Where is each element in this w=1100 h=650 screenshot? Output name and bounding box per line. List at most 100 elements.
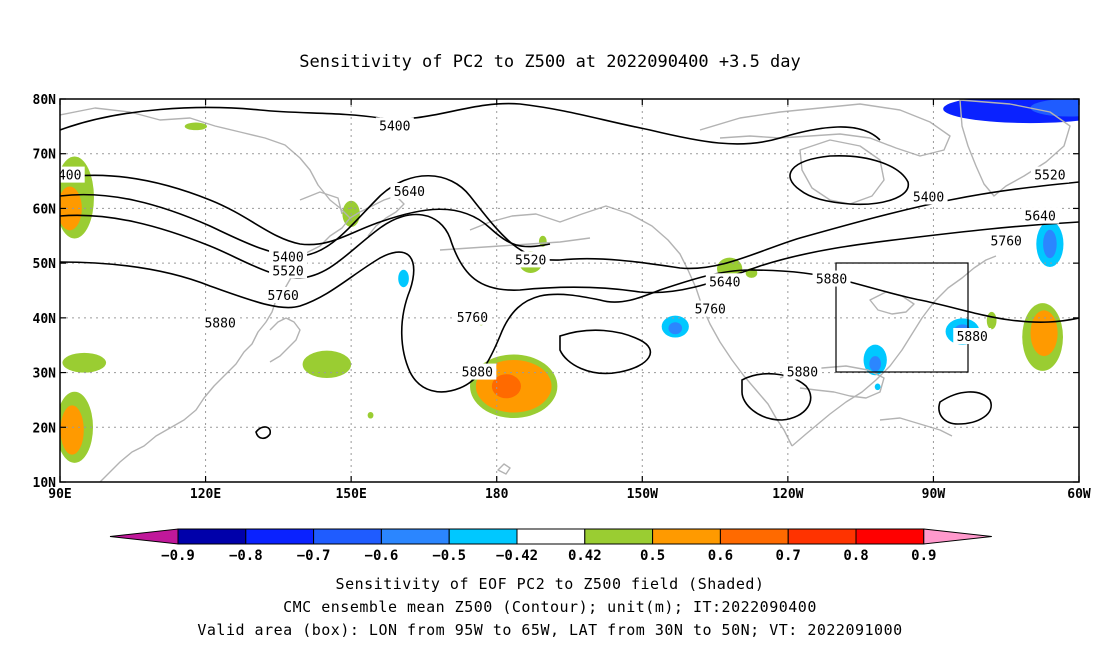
hawaii-islands: [497, 463, 511, 475]
colorbar-label: −0.5: [432, 548, 466, 564]
lon-tick-label: 150E: [335, 487, 366, 502]
colorbar-label: −0.7: [297, 548, 331, 564]
contour-label-bg: [953, 328, 992, 345]
contour-label-bg: [269, 248, 308, 265]
colorbar-swatch: [652, 528, 721, 545]
north-america-west-coast: [469, 205, 793, 447]
caption-line-1: Sensitivity of EOF PC2 to Z500 field (Sh…: [336, 575, 765, 593]
contour-label: 5400: [272, 251, 303, 266]
axis-ticks: [59, 98, 1080, 483]
hudson-bay: [799, 139, 885, 205]
lat-tick-label: 60N: [33, 202, 57, 217]
north-america-east-coast: [791, 255, 997, 447]
contour-label-bg: [201, 314, 240, 331]
lon-tick-label: 120E: [190, 487, 221, 502]
lon-tick-label: 90W: [922, 487, 946, 502]
colorbar-swatch: [448, 528, 518, 545]
colorbar-label: −0.42: [496, 548, 538, 564]
shading-blob: [398, 269, 409, 288]
colorbar-label: −0.9: [161, 548, 195, 564]
caribbean-islands: [879, 417, 953, 437]
z500-contours: [60, 102, 1079, 440]
contour-label: 5880: [462, 366, 493, 381]
contour-5880-seus: [741, 372, 812, 421]
contour-label: 400: [58, 169, 81, 184]
colorbar-label: 0.42: [568, 548, 602, 564]
contour-label: 5400: [379, 119, 410, 134]
colorbar-label: 0.5: [640, 548, 665, 564]
sea-of-okhotsk: [299, 191, 343, 215]
shading-blob: [538, 235, 547, 247]
shading-blob: [986, 311, 997, 330]
shading-blob: [874, 383, 881, 391]
shading-blob: [302, 350, 352, 379]
shading-blob: [60, 186, 82, 231]
contour-5400-low: [789, 155, 909, 206]
colorbar-label: 0.6: [708, 548, 733, 564]
colorbar-high-end: [923, 528, 992, 545]
contour-5760: [60, 213, 1079, 294]
contour-label: 5760: [457, 311, 488, 326]
lon-tick-label: 120W: [772, 487, 803, 502]
contour-label: 5520: [1034, 169, 1065, 184]
shading-blob: [491, 374, 521, 399]
shading-blob: [1030, 310, 1058, 357]
contour-label-bg: [691, 300, 730, 317]
lon-tick-label: 90E: [48, 487, 71, 502]
contour-5400-north: [60, 102, 881, 145]
contour-label-bg: [812, 270, 851, 287]
shading-blob: [869, 356, 882, 372]
contour-5880-eastpac: [559, 329, 652, 375]
colorbar-swatch: [516, 528, 586, 545]
shading-blob: [1030, 99, 1079, 117]
contour-label-bg: [60, 166, 85, 183]
contour-label: 5880: [204, 316, 235, 331]
axis-labels: 90E 120E 150E 180 150W 120W 90W 60W 80N 70N 60N 50N…: [33, 93, 1091, 502]
figure-title: Sensitivity of PC2 to Z500 at 2022090400…: [299, 52, 801, 72]
colorbar-swatch: [787, 528, 857, 545]
contour-label-bg: [458, 363, 497, 380]
lon-tick-label: 60W: [1067, 487, 1091, 502]
map-frame: [59, 98, 1080, 483]
contour-label-bg: [909, 188, 948, 205]
contour-label-bg: [1021, 207, 1060, 224]
lon-tick-label: 180: [485, 487, 509, 502]
shading-blob: [668, 322, 683, 335]
valid-area-box: [835, 262, 969, 373]
colorbar-label: 0.9: [911, 548, 936, 564]
colorbar-swatch: [380, 528, 450, 545]
contour-label-bg: [375, 117, 414, 134]
contour-label-bg: [390, 183, 429, 200]
colorbar-swatch: [584, 528, 654, 545]
contour-label-bg: [705, 273, 744, 290]
lat-tick-label: 70N: [33, 148, 57, 163]
contour-label-bg: [453, 308, 492, 325]
contour-label-bg: [1030, 166, 1069, 183]
contour-label: 5760: [991, 234, 1022, 249]
contour-label: 5760: [268, 289, 299, 304]
greenland: [959, 99, 1071, 197]
contour-label: 5400: [913, 190, 944, 205]
contour-label: 5880: [787, 366, 818, 381]
arctic-archipelago: [699, 103, 951, 157]
colorbar-label: −0.6: [365, 548, 399, 564]
caption-line-2: CMC ensemble mean Z500 (Contour); unit(m…: [283, 598, 817, 616]
colorbar-swatch: [719, 528, 789, 545]
colorbar-label: −0.8: [229, 548, 263, 564]
contour-5880-atl: [938, 391, 992, 425]
map-background: [60, 99, 1079, 482]
colorbar: −0.9 −0.8 −0.7 −0.6 −0.5 −0.42 0.42 0.5 0.6 0.7 0.…: [109, 528, 992, 564]
shading-blob: [60, 405, 84, 455]
colorbar-low-end: [109, 528, 179, 545]
contour-label-bg: [783, 363, 822, 380]
lat-tick-label: 80N: [33, 93, 57, 108]
shading-blob: [62, 352, 107, 373]
contour-label: 5520: [515, 253, 546, 268]
lon-tick-label: 150W: [627, 487, 658, 502]
colorbar-label: 0.8: [843, 548, 868, 564]
contour-label-bg: [269, 262, 308, 279]
contour-5520-west: [60, 174, 551, 248]
